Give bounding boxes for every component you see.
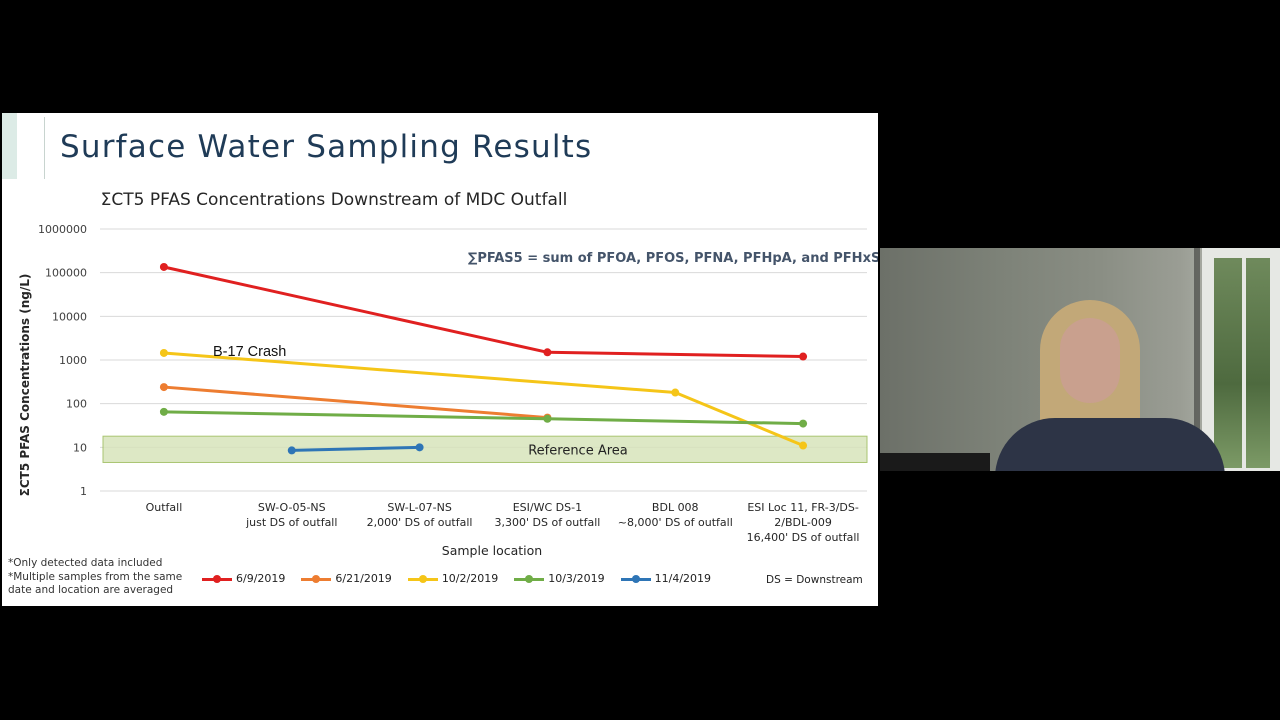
reference-area-layer: Reference Area (102, 435, 868, 463)
reference-area-label: Reference Area (528, 443, 628, 458)
legend-item: 10/3/2019 (514, 572, 605, 585)
legend-marker (202, 574, 232, 584)
y-axis-label: ΣCT5 PFAS Concentrations (ng/L) (18, 274, 32, 497)
legend-label: 10/3/2019 (548, 572, 605, 585)
y-tick-label: 10 (73, 441, 87, 454)
series-line (163, 351, 804, 447)
legend-item: 10/2/2019 (407, 572, 499, 585)
legend-label: 11/4/2019 (654, 572, 712, 585)
data-point (543, 348, 552, 357)
webcam-video (880, 248, 1280, 471)
chart-title: ΣCT5 PFAS Concentrations Downstream of M… (101, 190, 568, 210)
curtain-rod (1194, 248, 1200, 471)
data-point (159, 262, 168, 271)
event-annotation: B-17 Crash (213, 344, 286, 360)
y-tick-label: 100 (66, 398, 87, 411)
data-point (159, 407, 168, 416)
presenter-face (1060, 318, 1120, 403)
footnote-detected: *Only detected data included (8, 557, 163, 569)
legend-label: 6/21/2019 (335, 572, 392, 585)
y-tick-label: 10000 (52, 310, 87, 323)
y-tick-label: 1000 (59, 354, 87, 367)
legend-label: 6/9/2019 (236, 572, 286, 585)
legend-item: 6/9/2019 (202, 572, 285, 585)
data-point (287, 446, 296, 455)
legend-marker (407, 574, 438, 584)
data-point (159, 383, 168, 392)
chart-legend: 6/9/2019 6/21/2019 10/2/2019 10/3/2019 11/4/… (202, 572, 727, 585)
y-tick-label: 100000 (45, 267, 87, 280)
window-mullion (1242, 258, 1246, 468)
series-line (291, 445, 420, 452)
legend-marker (620, 574, 651, 584)
series-line (163, 385, 548, 420)
x-tick-label: Outfall (146, 501, 183, 514)
footnote-averaged: *Multiple samples from the same date and… (8, 571, 183, 596)
data-point (799, 352, 808, 361)
legend-item: 6/21/2019 (301, 572, 392, 585)
legend-marker (301, 574, 332, 584)
data-point (671, 388, 680, 397)
x-tick-label: BDL 008 ~8,000' DS of outfall (618, 501, 733, 529)
data-point (415, 443, 424, 452)
legend-item: 11/4/2019 (620, 572, 712, 585)
y-tick-labels: 1 10 100 1000 10000 100000 1000000 (38, 223, 87, 498)
series-layer (159, 262, 808, 455)
slide-title: Surface Water Sampling Results (60, 129, 593, 165)
y-tick-label: 1 (80, 485, 87, 498)
slide: Surface Water Sampling Results ΣCT5 PFAS… (2, 113, 878, 606)
data-point (159, 348, 168, 357)
data-point (799, 419, 808, 428)
formula-annotation: ∑PFAS5 = sum of PFOA, PFOS, PFNA, PFHpA,… (468, 251, 878, 266)
video-name-bar (880, 453, 990, 471)
legend-label: 10/2/2019 (441, 572, 499, 585)
x-tick-label: ESI/WC DS-1 3,300' DS of outfall (495, 501, 601, 529)
data-point (799, 441, 808, 450)
x-tick-label: ESI Loc 11, FR-3/DS-2/BDL-009 16,400' DS … (747, 501, 860, 544)
slide-divider (44, 117, 45, 179)
ds-definition: DS = Downstream (766, 574, 863, 586)
line-chart: ΣCT5 PFAS Concentrations Downstream of M… (18, 190, 878, 558)
y-tick-label: 1000000 (38, 223, 87, 236)
x-axis-label: Sample location (442, 543, 542, 558)
reference-area-band (102, 435, 868, 463)
legend-marker (514, 574, 545, 584)
x-tick-label: SW-O-05-NS just DS of outfall (245, 501, 337, 529)
data-point (543, 414, 552, 423)
x-tick-label: SW-L-07-NS 2,000' DS of outfall (367, 501, 473, 529)
presenter-body (995, 418, 1225, 471)
x-tick-labels: Outfall SW-O-05-NS just DS of outfall SW-L-… (146, 501, 860, 544)
slide-accent-bar (2, 113, 17, 179)
